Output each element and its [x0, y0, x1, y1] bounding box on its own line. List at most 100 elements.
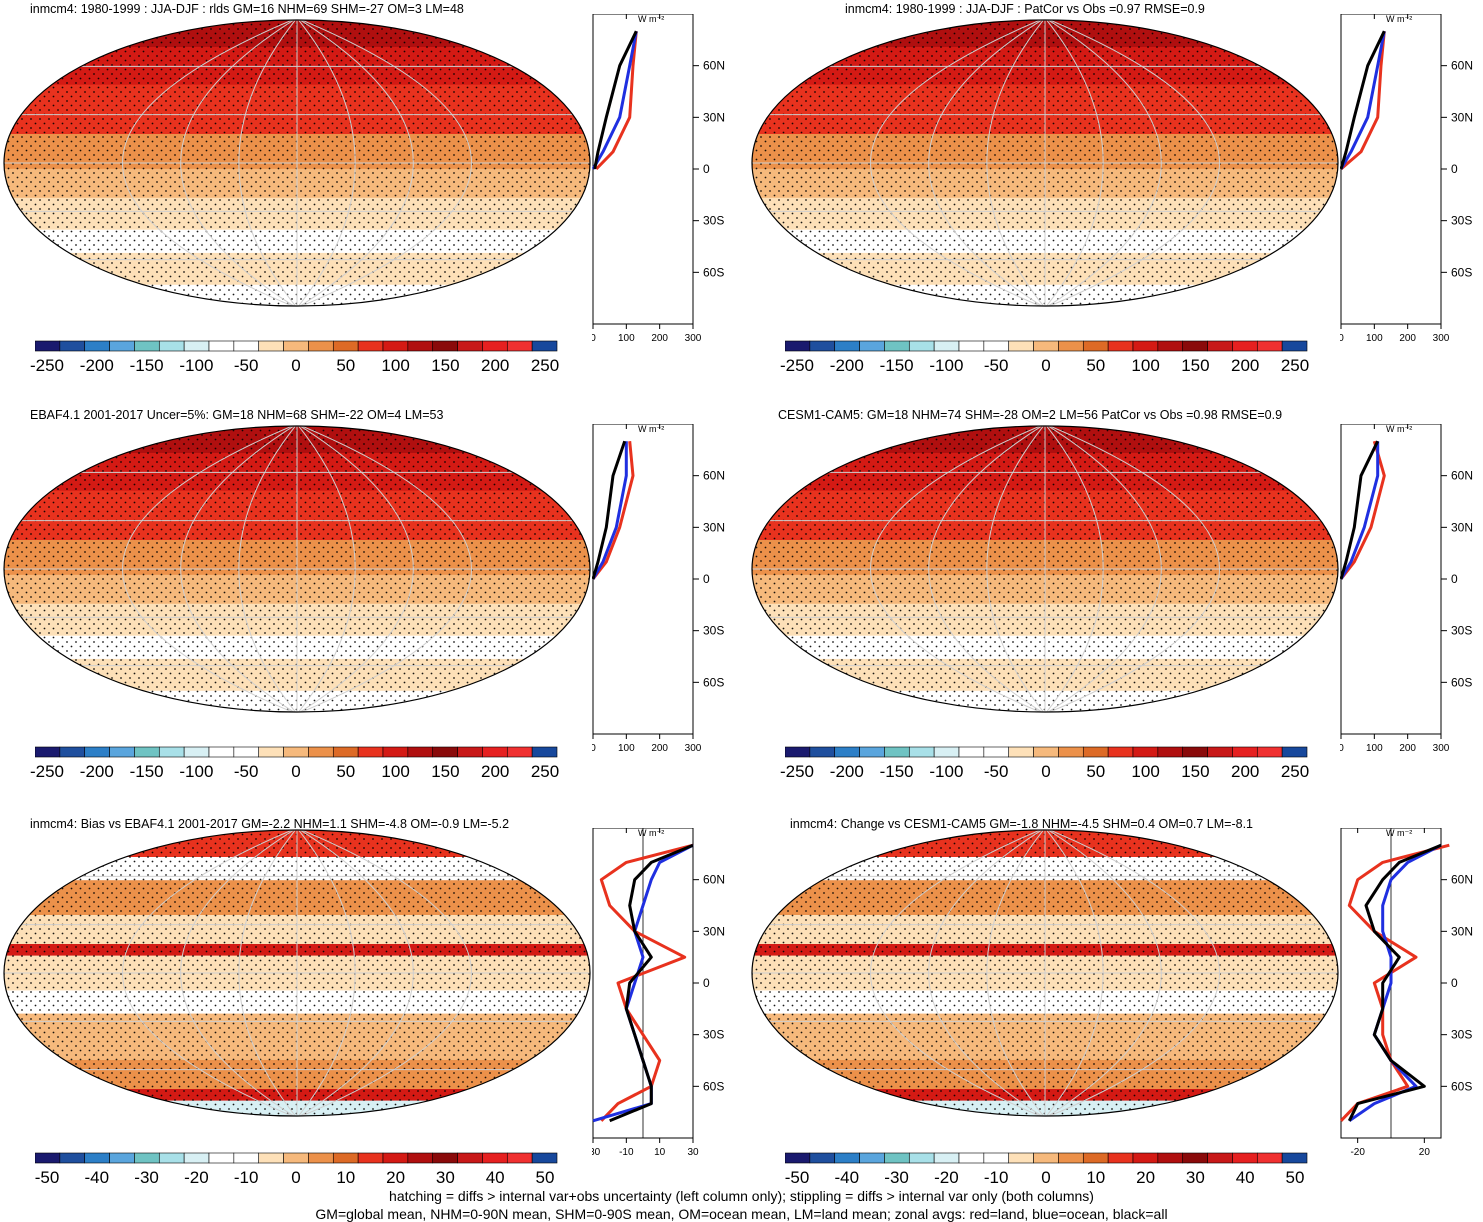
zonal-x-tick-label: -10 [619, 1147, 634, 1158]
colorbar-swatch [457, 340, 483, 352]
colorbar-tick-label: 0 [291, 356, 301, 375]
colorbar-tick-label: -20 [934, 1168, 959, 1187]
zonal-x-tick-label: -30 [592, 1147, 601, 1158]
zonal-x-tick-label: 100 [1366, 743, 1383, 754]
lat-tick-label: 30S [1451, 624, 1472, 638]
colorbar-swatch [183, 746, 210, 758]
zonal-x-tick-label: 0 [592, 743, 596, 754]
colorbar-tick-label: -100 [179, 356, 214, 375]
colorbar-tick-label: -50 [983, 356, 1009, 375]
colorbar-swatch [183, 340, 210, 352]
colorbar-swatch [308, 340, 334, 352]
colorbar-swatch [233, 340, 260, 352]
colorbar-swatch [1157, 340, 1184, 352]
colorbar-swatch [958, 340, 985, 352]
zonal-series-line [1347, 843, 1442, 1122]
lat-tick-label: 0 [703, 976, 710, 990]
zonal-x-tick-label: 30 [687, 1147, 699, 1158]
colorbar-swatch [1132, 746, 1159, 758]
colorbar-swatch [1058, 1152, 1084, 1164]
lat-tick-label: 60N [703, 873, 725, 887]
footer-line-1: hatching = diffs > internal var+obs unce… [389, 1188, 1094, 1204]
zonal-unit-label: W m⁻² [1386, 424, 1412, 434]
zonal-x-tick-label: 100 [1366, 333, 1383, 344]
zonal-x-tick-label: 300 [685, 743, 702, 754]
colorbar-tick-label: 20 [1136, 1168, 1156, 1187]
colorbar-tick-label: -30 [884, 1168, 909, 1187]
colorbar-swatch [1281, 340, 1308, 352]
colorbar-tick-label: 250 [1280, 356, 1310, 375]
colorbar-tick-label: 100 [1131, 356, 1160, 375]
colorbar-tick-label: -50 [34, 1168, 60, 1187]
colorbar-tick-label: -50 [233, 356, 259, 375]
colorbar-swatch [233, 1152, 260, 1164]
zonal-x-tick-label: 20 [1419, 1147, 1431, 1158]
colorbar-swatch [283, 340, 309, 352]
colorbar-swatch [859, 746, 885, 758]
colorbar-swatch [382, 746, 409, 758]
lat-tick-label: 30N [703, 110, 725, 124]
colorbar-tick-label: 40 [1235, 1168, 1255, 1187]
colorbar-swatch [809, 1152, 836, 1164]
colorbar-swatch [59, 746, 86, 758]
zonal-series-line [599, 843, 694, 1122]
colorbar-swatch [809, 340, 836, 352]
colorbar-tick-label: 0 [1041, 356, 1051, 375]
colorbar-swatch [1256, 340, 1283, 352]
colorbar-tick-label: -10 [983, 1168, 1009, 1187]
colorbar-swatch [834, 1152, 860, 1164]
colorbar-tick-label: -50 [784, 1168, 810, 1187]
colorbar-swatch [482, 746, 508, 758]
colorbar-swatch [1182, 1152, 1208, 1164]
colorbar-tick-label: 100 [381, 356, 410, 375]
zonal-mean-plot: W m⁻² 60N 30N 0 30S 60S 0 100 200 300 [1340, 14, 1473, 344]
colorbar-swatch [1281, 746, 1308, 758]
colorbar-swatch [834, 340, 860, 352]
colorbar-swatch [432, 340, 458, 352]
colorbar-swatch [407, 746, 434, 758]
colorbar-tick-label: 0 [291, 762, 301, 781]
colorbar [785, 746, 1308, 758]
colorbar-tick-label: -250 [779, 762, 815, 781]
colorbar-swatch [1157, 1152, 1184, 1164]
colorbar-tick-label: 250 [530, 762, 560, 781]
colorbar-swatch [908, 1152, 935, 1164]
colorbar-swatch [482, 340, 508, 352]
colorbar-swatch [785, 1152, 811, 1164]
colorbar-tick-label: -250 [779, 356, 815, 375]
colorbar-swatch [84, 340, 110, 352]
lat-tick-label: 60N [703, 469, 725, 483]
lat-tick-label: 60S [1451, 675, 1472, 689]
colorbar-swatch [482, 1152, 508, 1164]
zonal-mean-plot: W m⁻² 60N 30N 0 30S 60S 0 100 200 300 [592, 424, 725, 754]
colorbar-swatch [308, 1152, 334, 1164]
colorbar-tick-label: 10 [336, 1168, 356, 1187]
colorbar-swatch [933, 340, 960, 352]
colorbar-swatch [308, 746, 334, 758]
lat-tick-label: 30N [1451, 924, 1473, 938]
colorbar-swatch [1058, 340, 1084, 352]
colorbar-swatch [1107, 1152, 1134, 1164]
colorbar-tick-label: -40 [834, 1168, 860, 1187]
colorbar-tick-label: 200 [1231, 762, 1260, 781]
colorbar-tick-label: -200 [829, 356, 864, 375]
colorbar-swatch [134, 746, 160, 758]
zonal-unit-label: W m⁻² [638, 424, 664, 434]
colorbar-tick-label: 30 [435, 1168, 455, 1187]
colorbar-swatch [884, 340, 910, 352]
colorbar-tick-label: 100 [381, 762, 410, 781]
panel-title: inmcm4: 1980-1999 : JJA-DJF : PatCor vs … [845, 2, 1205, 16]
colorbar-tick-label: -30 [134, 1168, 159, 1187]
lat-tick-label: 60N [1451, 873, 1473, 887]
lat-tick-label: 60S [703, 1079, 724, 1093]
zonal-x-tick-label: 300 [1433, 743, 1450, 754]
colorbar-swatch [1132, 1152, 1159, 1164]
colorbar-tick-label: 50 [336, 762, 356, 781]
colorbar-swatch [506, 340, 533, 352]
colorbar-swatch [506, 1152, 533, 1164]
colorbar-tick-label: 250 [1280, 762, 1310, 781]
colorbar-swatch [109, 746, 135, 758]
colorbar-swatch [785, 746, 811, 758]
lat-tick-label: 30S [703, 214, 724, 228]
zonal-x-tick-label: 10 [654, 1147, 666, 1158]
